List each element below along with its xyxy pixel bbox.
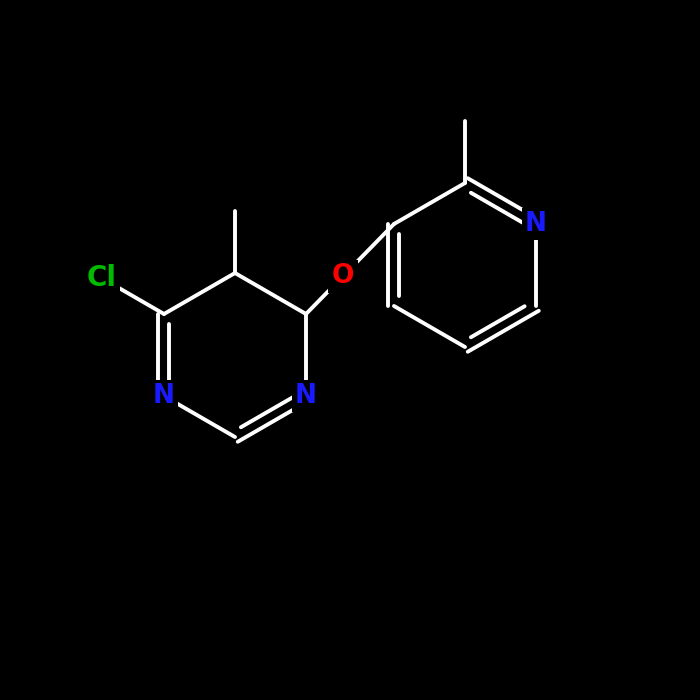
Text: Cl: Cl — [87, 264, 117, 292]
Text: N: N — [153, 383, 175, 409]
Text: N: N — [295, 383, 317, 409]
Text: N: N — [525, 211, 547, 237]
Text: O: O — [332, 263, 354, 289]
